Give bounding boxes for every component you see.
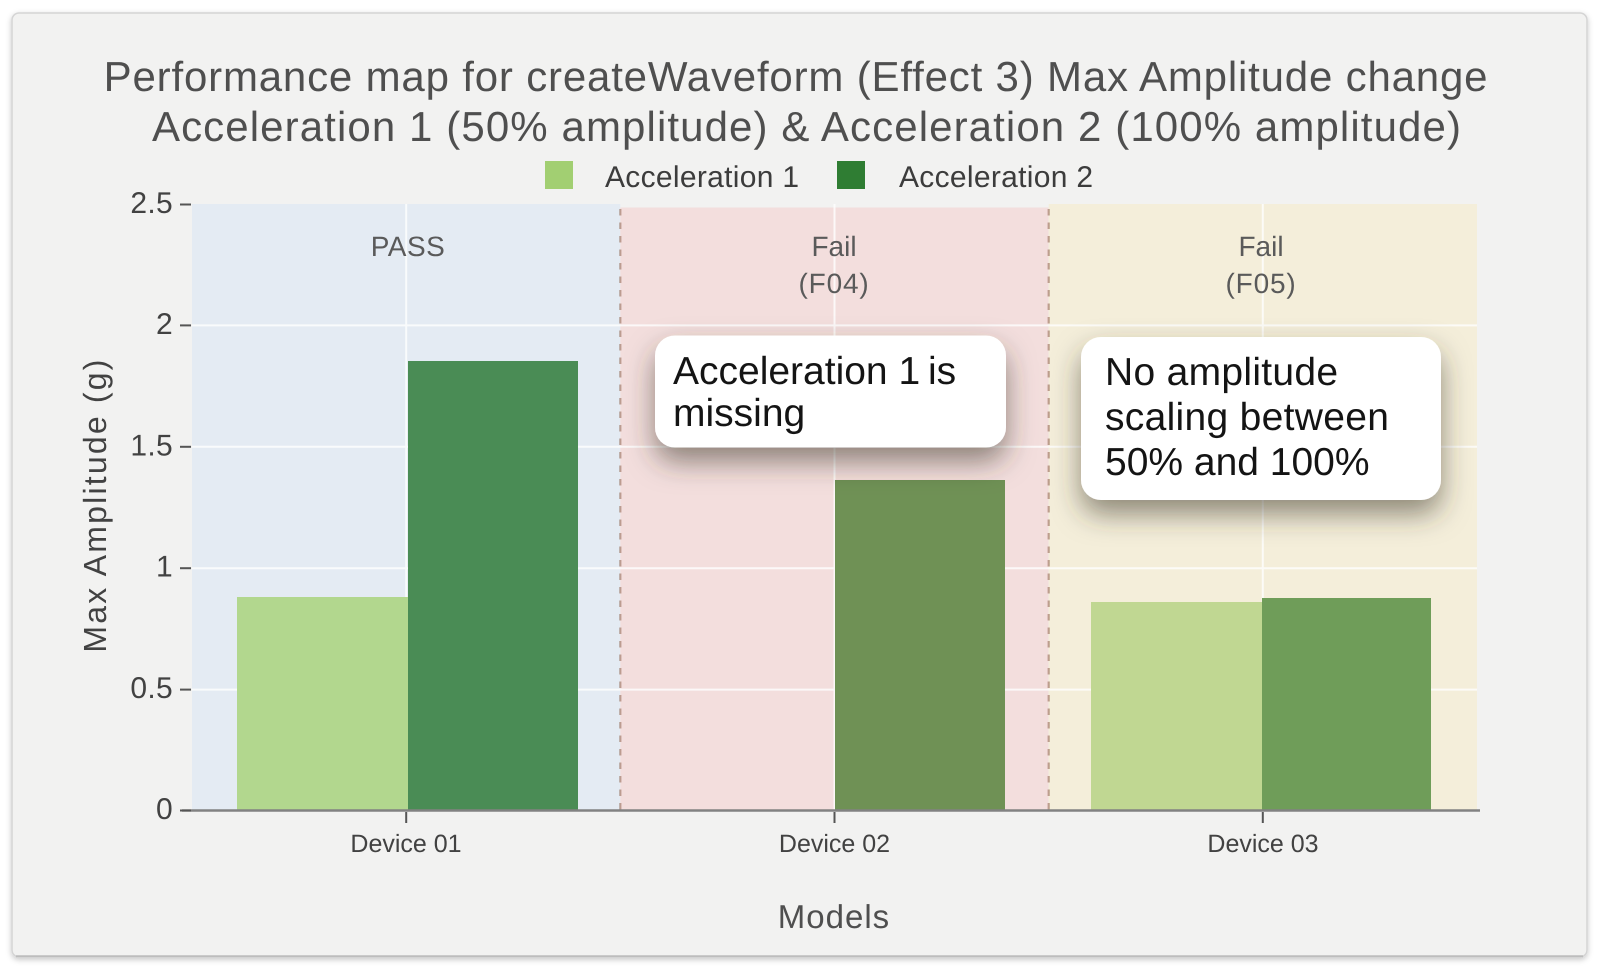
svg-text:Models: Models [778,898,890,935]
svg-text:missing: missing [673,392,805,435]
svg-text:1: 1 [156,551,173,584]
svg-text:scaling between: scaling between [1105,396,1389,439]
svg-text:Fail: Fail [811,231,856,262]
svg-text:(F05): (F05) [1226,268,1297,299]
svg-text:2: 2 [156,308,173,341]
svg-text:Acceleration 1: Acceleration 1 [605,161,799,194]
svg-text:PASS: PASS [371,231,446,262]
svg-text:(F04): (F04) [799,268,870,299]
svg-text:Max Amplitude (g): Max Amplitude (g) [77,357,113,652]
svg-text:No amplitude: No amplitude [1105,351,1338,394]
svg-text:Device 01: Device 01 [350,830,461,858]
svg-text:Device 02: Device 02 [779,830,890,858]
svg-text:Fail: Fail [1238,231,1283,262]
svg-text:Performance map for createWave: Performance map for createWaveform (Effe… [104,53,1489,100]
svg-text:Acceleration 1 is: Acceleration 1 is [673,350,956,393]
svg-text:0: 0 [156,793,173,826]
svg-text:0.5: 0.5 [130,672,173,705]
svg-text:2.5: 2.5 [130,187,173,220]
svg-text:50% and 100%: 50% and 100% [1105,441,1370,484]
svg-text:Device 03: Device 03 [1207,830,1318,858]
svg-text:Acceleration 1 (50% amplitude): Acceleration 1 (50% amplitude) & Acceler… [152,103,1462,150]
svg-text:Acceleration 2: Acceleration 2 [899,161,1093,194]
svg-text:1.5: 1.5 [130,430,173,463]
